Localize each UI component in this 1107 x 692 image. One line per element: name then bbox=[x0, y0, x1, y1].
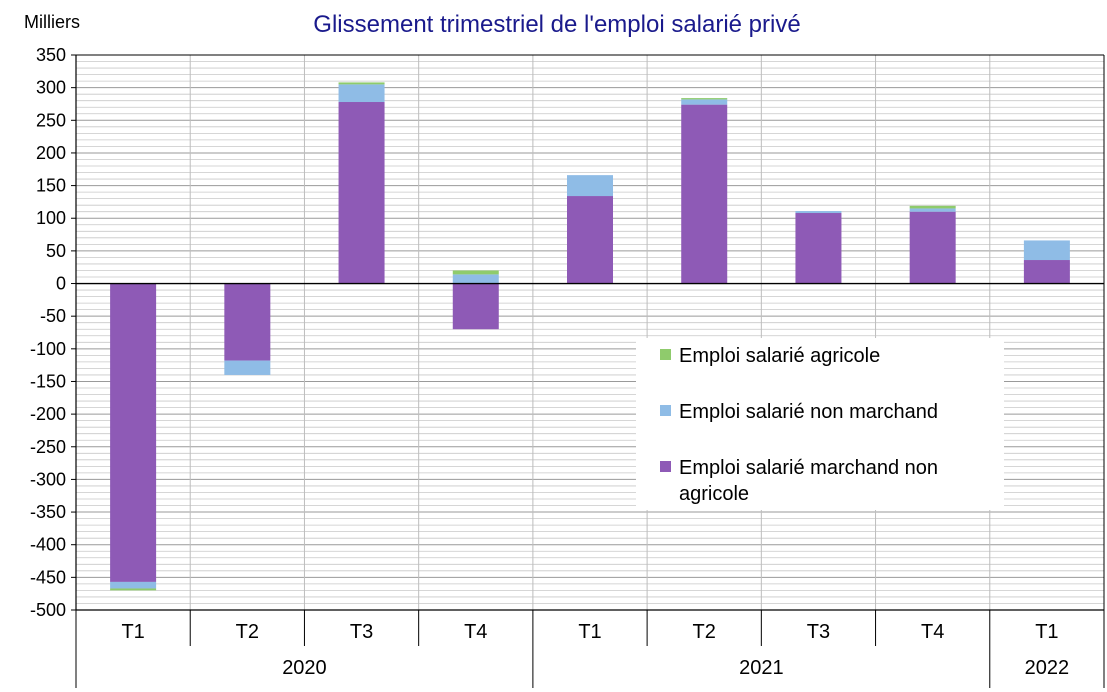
y-tick-label: -450 bbox=[30, 567, 66, 587]
y-tick-label: -500 bbox=[30, 600, 66, 620]
bar-segment bbox=[338, 82, 385, 85]
bar-segment bbox=[110, 581, 157, 589]
legend-swatch bbox=[660, 461, 671, 472]
bar-segment bbox=[338, 102, 385, 284]
category-label: T4 bbox=[921, 621, 944, 643]
bar-segment bbox=[567, 196, 613, 284]
legend-swatch bbox=[660, 349, 671, 360]
y-tick-label: 50 bbox=[46, 241, 66, 261]
bar-segment bbox=[452, 283, 499, 330]
category-label: T1 bbox=[1035, 621, 1058, 643]
bar-segment bbox=[224, 360, 271, 375]
category-label: T3 bbox=[807, 621, 830, 643]
y-tick-label: -250 bbox=[30, 437, 66, 457]
bar-segment bbox=[681, 99, 728, 105]
x-axis-labels: T1 T2 T3 T4 T1 T2 T3 T4 T1 2020 2021 2022 bbox=[75, 610, 1105, 688]
bar-segment bbox=[795, 213, 842, 284]
bar-segment bbox=[452, 270, 499, 275]
bar-segment bbox=[795, 211, 842, 214]
y-tick-label: 350 bbox=[36, 45, 66, 65]
bars bbox=[110, 82, 1070, 591]
bar-segment bbox=[338, 84, 385, 103]
category-label: T2 bbox=[236, 621, 259, 643]
bar-segment bbox=[1023, 240, 1070, 261]
y-tick-labels: -500-450-400-350-300-250-200-150-100-500… bbox=[30, 45, 66, 620]
bar-segment bbox=[110, 283, 157, 582]
bar-segment bbox=[224, 283, 271, 361]
y-tick-label: -300 bbox=[30, 469, 66, 489]
bar-segment bbox=[567, 175, 613, 197]
y-tick-label: -50 bbox=[40, 306, 66, 326]
year-group-label: 2021 bbox=[739, 657, 784, 679]
legend-label: Emploi salarié marchand non agricole bbox=[679, 457, 938, 505]
bar-segment bbox=[110, 588, 157, 591]
year-group-label: 2022 bbox=[1025, 657, 1070, 679]
bar-segment bbox=[909, 211, 956, 284]
bar-segment bbox=[909, 205, 956, 209]
bar-segment bbox=[681, 104, 728, 284]
category-label: T3 bbox=[350, 621, 373, 643]
category-label: T2 bbox=[693, 621, 716, 643]
bar-segment bbox=[681, 98, 728, 100]
y-tick-label: 0 bbox=[56, 274, 66, 294]
legend-swatch bbox=[660, 405, 671, 416]
category-label: T4 bbox=[464, 621, 487, 643]
bar-segment bbox=[1023, 260, 1070, 284]
y-tick-label: -400 bbox=[30, 535, 66, 555]
legend-label: Emploi salarié non marchand bbox=[679, 401, 938, 423]
y-tick-label: 100 bbox=[36, 208, 66, 228]
category-label: T1 bbox=[121, 621, 144, 643]
chart-title: Glissement trimestriel de l'emploi salar… bbox=[313, 11, 800, 38]
y-tick-label: 250 bbox=[36, 110, 66, 130]
legend-label: Emploi salarié agricole bbox=[679, 345, 880, 367]
bar-segment bbox=[452, 274, 499, 284]
y-tick-label: 150 bbox=[36, 176, 66, 196]
y-tick-label: -350 bbox=[30, 502, 66, 522]
y-tick-label: 200 bbox=[36, 143, 66, 163]
category-label: T1 bbox=[578, 621, 601, 643]
y-tick-label: -100 bbox=[30, 339, 66, 359]
unit-label: Milliers bbox=[24, 12, 80, 32]
legend-box bbox=[636, 338, 1004, 510]
y-tick-label: -200 bbox=[30, 404, 66, 424]
axes bbox=[71, 54, 1105, 611]
year-group-label: 2020 bbox=[282, 657, 327, 679]
y-tick-label: 300 bbox=[36, 78, 66, 98]
y-tick-label: -150 bbox=[30, 371, 66, 391]
bar-segment bbox=[909, 208, 956, 212]
legend: Emploi salarié agricole Emploi salarié no… bbox=[636, 338, 1004, 510]
